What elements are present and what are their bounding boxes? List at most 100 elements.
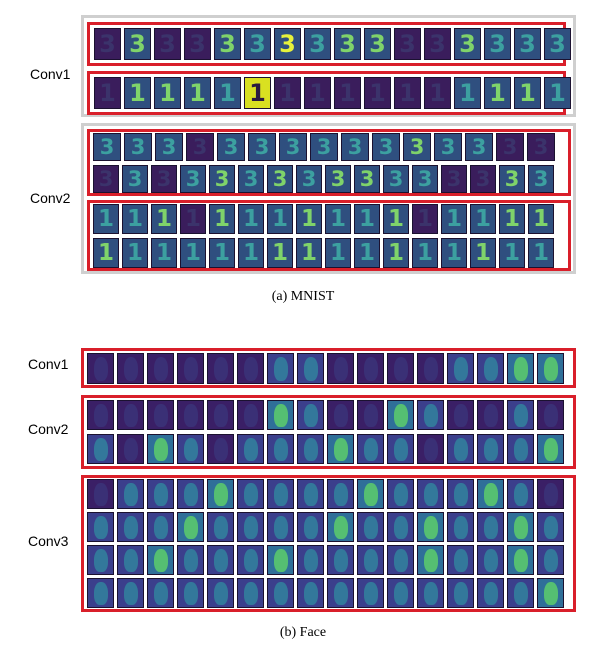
feature-map-tile [87, 400, 114, 430]
feature-map-tile [117, 545, 144, 575]
feature-map-tile: 3 [151, 165, 177, 193]
digit-glyph: 3 [489, 30, 506, 58]
digit-glyph: 1 [388, 206, 404, 232]
face-activation [214, 582, 228, 606]
face-activation [334, 404, 348, 428]
feature-map-tile [117, 479, 144, 509]
feature-map-tile: 1 [184, 77, 211, 109]
feature-map-tile [87, 353, 114, 384]
digit-glyph: 1 [549, 79, 566, 107]
feature-map-tile [417, 353, 444, 384]
feature-map-tile [117, 512, 144, 542]
digit-glyph: 3 [309, 30, 326, 58]
feature-map-tile: 1 [267, 204, 293, 234]
mnist-caption: (a) MNIST [0, 289, 606, 305]
feature-map-tile [537, 512, 564, 542]
digit-glyph: 1 [359, 240, 375, 266]
face-activation [244, 483, 258, 507]
feature-map-tile: 1 [325, 238, 351, 268]
digit-glyph: 3 [219, 30, 236, 58]
digit-glyph: 1 [330, 240, 346, 266]
digit-glyph: 1 [99, 79, 116, 107]
feature-map-tile [417, 400, 444, 430]
feature-map-tile [237, 545, 264, 575]
digit-glyph: 3 [472, 135, 487, 159]
feature-map-tile [297, 578, 324, 608]
digit-glyph: 1 [309, 79, 326, 107]
mnist-conv2-row-1: 333333333333333 [93, 133, 555, 161]
digit-glyph: 1 [185, 240, 201, 266]
face-activation [544, 582, 558, 606]
feature-map-tile [417, 545, 444, 575]
face-activation [454, 549, 468, 573]
digit-glyph: 1 [185, 206, 201, 232]
digit-glyph: 3 [505, 167, 520, 191]
feature-map-tile: 3 [527, 133, 555, 161]
feature-map-tile: 3 [279, 133, 307, 161]
face-activation [424, 357, 438, 381]
face-activation [244, 549, 258, 573]
feature-map-tile [537, 434, 564, 464]
face-activation [394, 582, 408, 606]
feature-map-tile [177, 512, 204, 542]
feature-map-tile: 1 [383, 238, 409, 268]
feature-map-tile: 1 [354, 238, 380, 268]
feature-map-tile: 1 [441, 238, 467, 268]
feature-map-tile [267, 479, 294, 509]
feature-map-tile [387, 545, 414, 575]
feature-map-tile [237, 400, 264, 430]
feature-map-tile: 1 [180, 238, 206, 268]
digit-glyph: 3 [441, 135, 456, 159]
feature-map-tile [387, 479, 414, 509]
feature-map-tile [177, 479, 204, 509]
face-activation [304, 516, 318, 540]
face-activation [274, 582, 288, 606]
feature-map-tile: 3 [94, 28, 121, 60]
face-activation [184, 582, 198, 606]
feature-map-tile [207, 400, 234, 430]
feature-map-tile: 1 [209, 238, 235, 268]
feature-map-tile: 3 [364, 28, 391, 60]
face-activation [274, 438, 288, 462]
feature-map-tile: 1 [383, 204, 409, 234]
face-activation [124, 483, 138, 507]
face-conv3-row-3 [87, 545, 564, 575]
digit-glyph: 3 [244, 167, 259, 191]
feature-map-tile [507, 434, 534, 464]
digit-glyph: 1 [272, 206, 288, 232]
face-activation [364, 549, 378, 573]
feature-map-tile: 1 [325, 204, 351, 234]
feature-map-tile [177, 434, 204, 464]
feature-map-tile [387, 512, 414, 542]
feature-map-tile [117, 400, 144, 430]
digit-glyph: 3 [339, 30, 356, 58]
feature-map-tile: 3 [412, 165, 438, 193]
feature-map-tile: 3 [248, 133, 276, 161]
face-activation [124, 582, 138, 606]
face-activation [364, 582, 378, 606]
face-activation [214, 438, 228, 462]
digit-glyph: 1 [98, 240, 114, 266]
feature-map-tile [387, 353, 414, 384]
digit-glyph: 3 [224, 135, 239, 159]
digit-glyph: 3 [447, 167, 462, 191]
face-activation [154, 404, 168, 428]
feature-map-tile: 3 [403, 133, 431, 161]
digit-glyph: 3 [317, 135, 332, 159]
digit-glyph: 1 [279, 79, 296, 107]
feature-map-tile: 3 [122, 165, 148, 193]
face-activation [514, 582, 528, 606]
feature-map-tile: 1 [470, 204, 496, 234]
digit-glyph: 3 [279, 30, 296, 58]
face-activation [334, 357, 348, 381]
feature-map-tile: 1 [151, 204, 177, 234]
feature-map-tile [327, 512, 354, 542]
feature-map-tile [267, 578, 294, 608]
face-activation [214, 483, 228, 507]
face-activation [514, 516, 528, 540]
feature-map-tile: 3 [424, 28, 451, 60]
feature-map-tile: 3 [484, 28, 511, 60]
digit-glyph: 3 [534, 135, 549, 159]
face-activation [484, 438, 498, 462]
